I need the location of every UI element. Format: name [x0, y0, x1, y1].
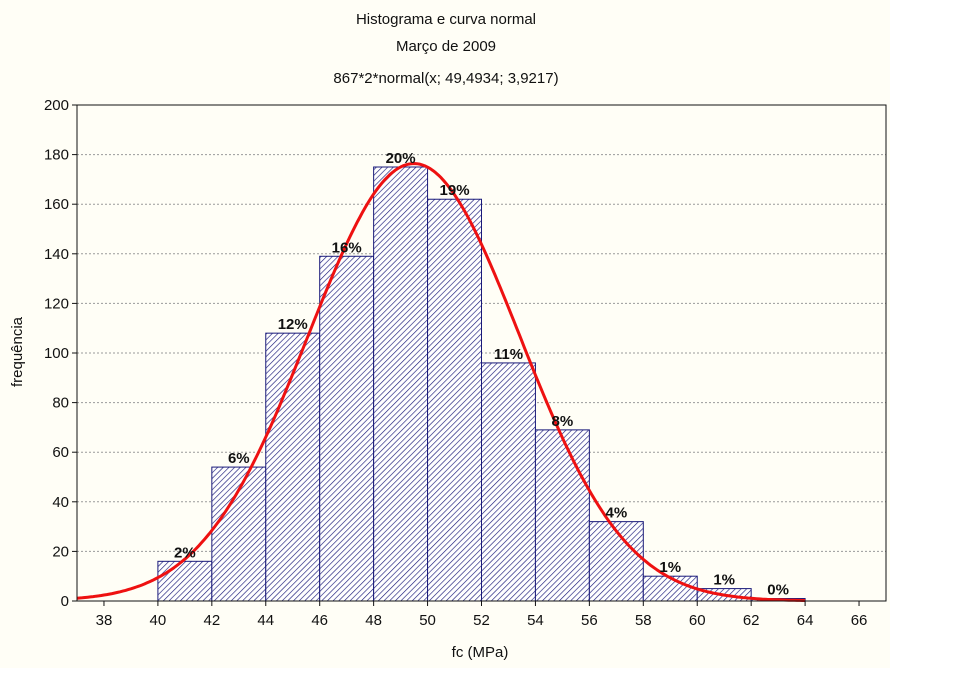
x-tick-label-58: 58 [635, 612, 652, 629]
x-tick-label-56: 56 [581, 612, 598, 629]
y-tick-label-60: 60 [52, 444, 69, 461]
x-tick-label-46: 46 [311, 612, 328, 629]
y-tick-label-0: 0 [61, 593, 69, 610]
histogram-bar-1 [157, 560, 213, 602]
bar-label-8: 8% [552, 413, 574, 430]
x-tick-label-64: 64 [797, 612, 814, 629]
bar-label-11: 1% [713, 572, 735, 589]
histogram-bar-5 [373, 166, 429, 602]
y-tick-label-100: 100 [44, 345, 69, 362]
y-tick-label-160: 160 [44, 196, 69, 213]
y-tick-label-40: 40 [52, 494, 69, 511]
x-tick-label-52: 52 [473, 612, 490, 629]
x-tick-label-62: 62 [743, 612, 760, 629]
bar-label-9: 4% [605, 505, 627, 522]
y-tick-label-140: 140 [44, 246, 69, 263]
bar-label-2: 6% [228, 450, 250, 467]
x-tick-label-44: 44 [257, 612, 274, 629]
axes: 0 20 40 60 80 100 120 140 160 180 200 38 40 42 44 46 48 5… [44, 97, 887, 629]
x-tick-label-50: 50 [419, 612, 436, 629]
histogram-bar-8 [534, 429, 590, 602]
y-axis-label: frequência [9, 316, 26, 387]
x-tick-label-60: 60 [689, 612, 706, 629]
plot-frame [76, 104, 887, 602]
bar-label-4: 16% [332, 239, 362, 256]
histogram-bar-4 [319, 255, 375, 602]
histogram-bar-7 [481, 362, 536, 602]
x-tick-label-54: 54 [527, 612, 544, 629]
x-tick-label-42: 42 [203, 612, 220, 629]
bar-labels: 2% 6% 12% 16% 20% 19% 11% 8% 4% 1% 1% 0% [174, 150, 789, 599]
histogram-chart: Histograma e curva normal Março de 2009 … [9, 11, 887, 661]
y-tick-label-180: 180 [44, 147, 69, 164]
histogram-bar-10 [642, 575, 698, 602]
y-tick-label-120: 120 [44, 295, 69, 312]
chart-title: Histograma e curva normal [356, 11, 536, 28]
x-tick-label-66: 66 [851, 612, 868, 629]
y-tick-label-80: 80 [52, 395, 69, 412]
chart-figure: Histograma e curva normal Março de 2009 … [9, 11, 887, 661]
x-tick-label-48: 48 [365, 612, 382, 629]
curve-label: 867*2*normal(x; 49,4934; 3,9217) [333, 70, 558, 87]
chart-subtitle: Março de 2009 [396, 38, 496, 55]
histogram-bar-6 [427, 198, 483, 602]
bar-label-1: 2% [174, 544, 196, 561]
bar-label-7: 11% [494, 346, 523, 363]
x-tick-label-40: 40 [150, 612, 167, 629]
bar-label-10: 1% [659, 559, 681, 576]
bar-label-12: 0% [767, 582, 789, 599]
histogram-bars [157, 166, 806, 602]
y-tick-label-20: 20 [52, 543, 69, 560]
normal-curve-layer [76, 162, 806, 602]
histogram-bar-9 [588, 521, 644, 602]
bar-label-5: 20% [386, 150, 416, 167]
bar-label-6: 19% [440, 182, 470, 199]
bar-label-3: 12% [278, 316, 308, 333]
x-tick-label-38: 38 [96, 612, 113, 629]
y-tick-label-200: 200 [44, 97, 69, 114]
normal-curve [76, 162, 806, 602]
x-axis-label: fc (MPa) [452, 644, 509, 661]
